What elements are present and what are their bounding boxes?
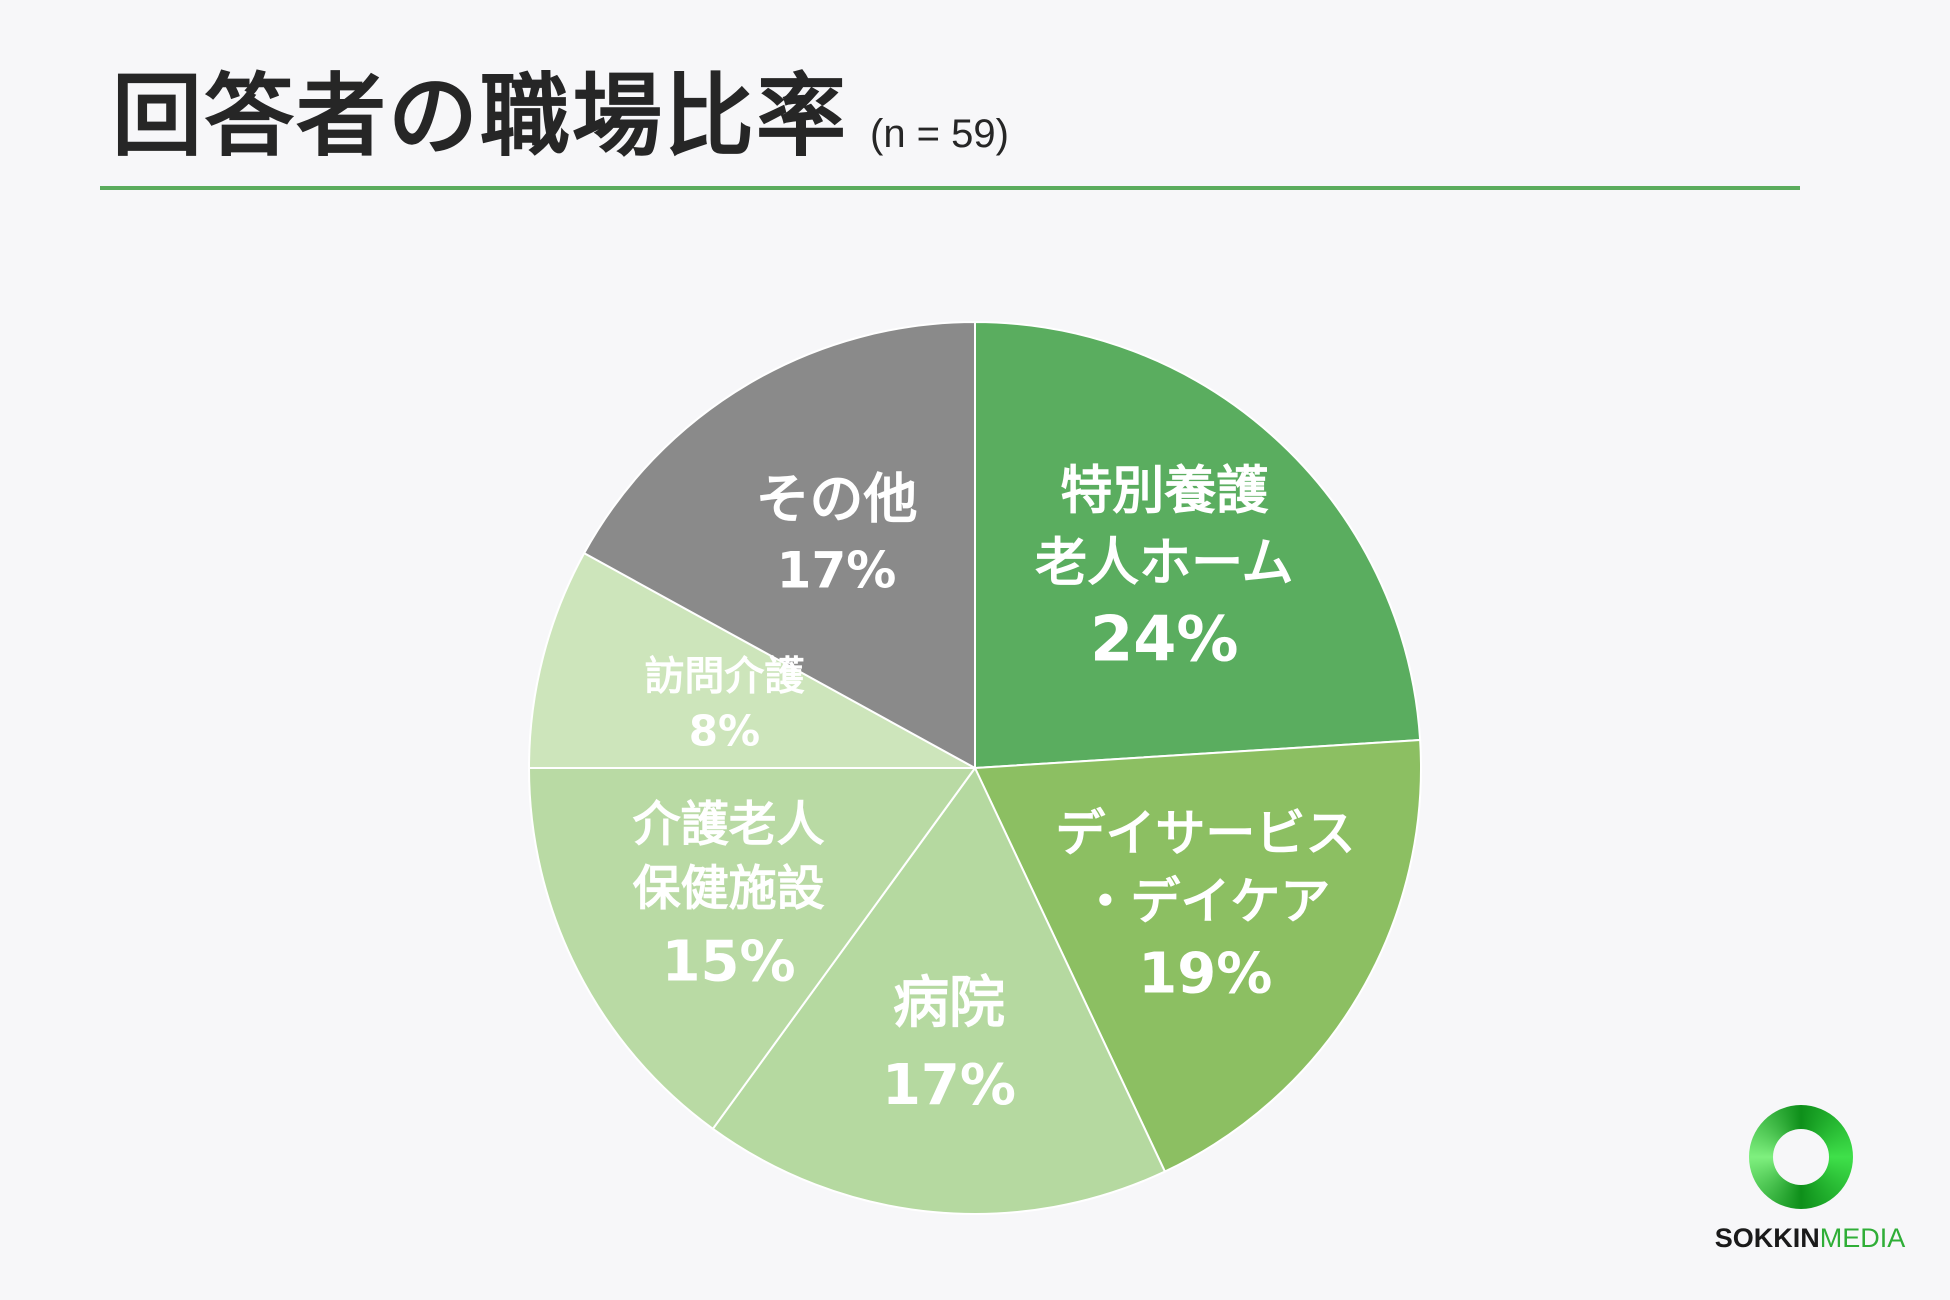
slice-label-group: その他 17% — [756, 468, 918, 600]
pie-slice — [973, 738, 1422, 1173]
logo-word-media: MEDIA — [1819, 1223, 1906, 1253]
pie-slice — [711, 766, 1167, 1215]
logo-word-sokkin: SOKKIN — [1714, 1223, 1820, 1253]
slice-label-group: デイサービス・デイケア 19% — [1055, 805, 1355, 1007]
logo-ring-icon — [1749, 1105, 1853, 1209]
slice-label-name: 老人ホーム — [1035, 534, 1293, 594]
title-block: 回答者の職場比率 (n = 59) — [112, 72, 1009, 162]
slice-label-percent: 17% — [777, 542, 897, 600]
slice-label-name: 病院 — [893, 971, 1005, 1036]
pie-slice — [527, 551, 976, 769]
slice-label-name: 特別養護 — [1060, 462, 1269, 522]
pie-slice — [974, 320, 1422, 770]
sample-size: (n = 59) — [870, 112, 1009, 156]
sokkin-media-logo: SOKKINMEDIA — [1690, 1105, 1930, 1265]
slice-label-percent: 24% — [1090, 603, 1238, 676]
logo-text: SOKKINMEDIA — [1690, 1223, 1930, 1254]
slice-label-name: 訪問介護 — [644, 654, 805, 700]
slice-label-name: 保健施設 — [633, 860, 825, 916]
slice-label-name: デイサービス — [1055, 805, 1355, 863]
slice-label-percent: 19% — [1138, 942, 1272, 1007]
slice-label-percent: 17% — [882, 1053, 1016, 1118]
slice-label-group: 訪問介護 8% — [644, 654, 805, 756]
slice-label-name: ・デイケア — [1080, 873, 1330, 931]
slice-label-percent: 8% — [689, 707, 760, 756]
page-title: 回答者の職場比率 — [112, 64, 848, 169]
title-underline — [100, 186, 1800, 190]
slice-label-group: 病院 17% — [882, 971, 1016, 1118]
slice-label-name: その他 — [756, 468, 918, 531]
pie-slice — [527, 767, 977, 1131]
slice-label-percent: 15% — [662, 929, 796, 994]
slice-label-name: 介護老人 — [633, 796, 825, 852]
pie-slice — [582, 320, 976, 770]
